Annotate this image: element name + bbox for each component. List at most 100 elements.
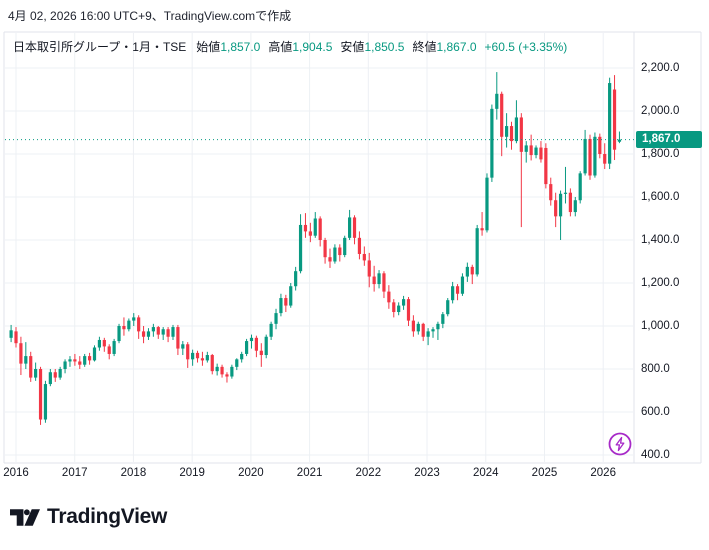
candle-down: [38, 369, 43, 420]
candle-up: [495, 93, 499, 109]
candle-up: [24, 356, 28, 364]
candle-down: [53, 372, 57, 378]
tradingview-logo[interactable]: TradingView: [10, 505, 167, 529]
year-tick-label: 2021: [296, 467, 323, 479]
candle-up: [48, 372, 52, 385]
year-tick-label: 2017: [61, 467, 88, 479]
price-tick-label: 2,000.0: [641, 104, 680, 117]
year-tick-label: 2022: [355, 467, 382, 479]
candle-down: [137, 317, 141, 332]
price-tick-label: 1,200.0: [641, 276, 680, 289]
candle-up: [294, 271, 298, 287]
candle-up: [215, 366, 219, 372]
candle-up: [441, 314, 445, 324]
legend-low: 安値1,850.5: [340, 40, 405, 54]
symbol-title: 日本取引所グループ・1月・TSE: [13, 40, 187, 54]
candle-up: [63, 361, 67, 369]
current-price-badge: 1,867.0: [636, 131, 702, 149]
candle-up: [132, 317, 136, 321]
candle-up: [191, 352, 195, 360]
candle-up: [289, 286, 293, 306]
candle-down: [362, 253, 366, 261]
candle-up: [485, 177, 489, 231]
candle-down: [406, 299, 411, 321]
tradingview-logo-icon: [10, 508, 40, 526]
candle-up: [92, 347, 97, 361]
candle-down: [568, 192, 572, 213]
candle-up: [240, 353, 244, 360]
price-tick-label: 1,000.0: [641, 319, 680, 332]
candle-up: [58, 369, 62, 378]
candle-down: [259, 350, 263, 356]
candle-down: [470, 266, 474, 275]
candle-down: [176, 327, 180, 349]
candle-down: [539, 147, 543, 160]
candle-up: [244, 341, 249, 354]
candle-up: [43, 384, 48, 420]
candle-down: [308, 231, 312, 236]
candle-up: [416, 323, 420, 332]
candle-up: [230, 366, 234, 377]
candle-up: [465, 266, 469, 277]
price-tick-label: 2,200.0: [641, 61, 680, 74]
candle-up: [524, 145, 528, 152]
candle-up: [279, 298, 283, 314]
attribution-text: 4月 02, 2026 16:00 UTC+9、TradingView.comで…: [8, 9, 292, 23]
candle-down: [352, 217, 357, 238]
candle-down: [382, 273, 386, 292]
candle-down: [186, 344, 190, 360]
year-tick-label: 2020: [238, 467, 264, 479]
boost-lightning-icon[interactable]: [608, 432, 632, 456]
candle-up: [235, 359, 239, 367]
candle-down: [220, 366, 224, 375]
candle-down: [392, 302, 396, 313]
candle-up: [578, 173, 582, 201]
candle-down: [387, 291, 391, 303]
candle-up: [205, 355, 209, 361]
candle-up: [505, 126, 509, 137]
candle-down: [87, 356, 92, 361]
candle-down: [529, 145, 533, 156]
candle-up: [426, 331, 430, 337]
candle-up: [34, 369, 38, 378]
candle-down: [19, 343, 23, 364]
candle-up: [249, 337, 254, 342]
candle-down: [225, 374, 229, 377]
candle-down: [14, 331, 18, 344]
chart-legend: 日本取引所グループ・1月・TSE 始値1,857.0 高値1,904.5 安値1…: [13, 38, 567, 55]
candle-down: [480, 228, 484, 231]
candle-up: [460, 276, 465, 294]
candle-down: [210, 355, 214, 372]
candle-down: [29, 356, 33, 378]
candle-up: [333, 247, 337, 262]
candle-down: [195, 352, 200, 359]
candle-down: [107, 346, 111, 354]
candle-up: [451, 286, 455, 301]
candle-up: [534, 147, 538, 156]
candle-up: [151, 327, 155, 332]
candle-down: [338, 247, 342, 256]
candle-up: [313, 218, 317, 236]
candle-up: [269, 323, 273, 337]
candle-down: [166, 329, 170, 337]
candle-up: [475, 228, 479, 275]
year-tick-label: 2025: [531, 467, 558, 479]
candle-down: [122, 326, 126, 330]
candle-up: [593, 136, 597, 176]
candle-up: [377, 273, 381, 285]
candle-down: [141, 331, 146, 337]
tradingview-logo-text: TradingView: [47, 505, 168, 528]
candle-down: [519, 117, 523, 152]
candle-up: [397, 305, 401, 313]
candle-down: [102, 339, 106, 347]
candle-up: [146, 331, 151, 337]
candle-down: [200, 358, 205, 361]
candle-up: [274, 313, 278, 324]
year-tick-label: 2019: [179, 467, 205, 479]
price-tick-label: 1,800.0: [641, 147, 680, 160]
year-tick-label: 2018: [120, 467, 147, 479]
candle-up: [563, 192, 568, 194]
candle-up: [343, 237, 347, 256]
candle-up: [97, 339, 102, 348]
